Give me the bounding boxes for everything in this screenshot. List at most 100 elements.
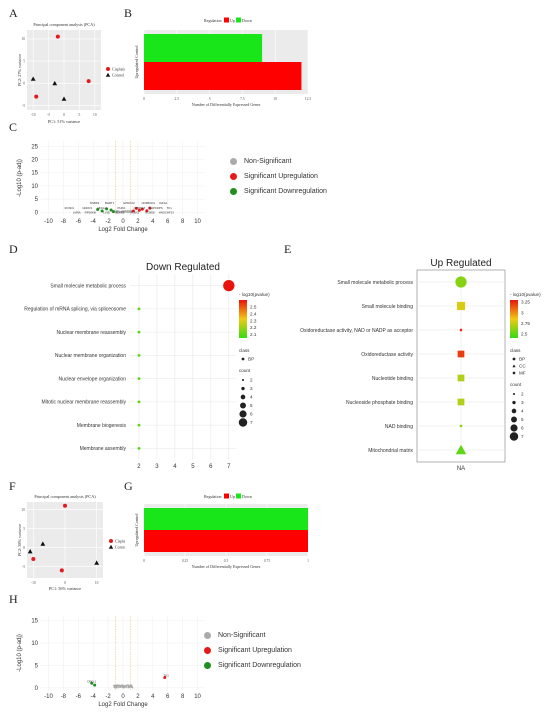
colorbar-tick: 2.5 bbox=[521, 331, 528, 336]
enrichment-dot bbox=[137, 377, 141, 381]
legend-label: Significant Downregulation bbox=[244, 188, 327, 195]
x-tick-label: 10 bbox=[194, 219, 201, 225]
gene-label: HNOCHF13 bbox=[159, 211, 175, 215]
x-tick-label: 0 bbox=[143, 97, 145, 101]
term-label: Nucleoside phosphate binding bbox=[346, 400, 413, 406]
legend-item: Significant Downregulation bbox=[204, 658, 301, 673]
gene-label: GDDC3 bbox=[82, 206, 92, 210]
point-upregulated bbox=[145, 209, 149, 213]
colorbar-tick: 2.3 bbox=[250, 318, 257, 323]
y-axis-label: Upregulated Control bbox=[134, 513, 139, 547]
legend-label: Significant Upregulation bbox=[218, 647, 292, 654]
chart-title: Principal component analysis (PCA) bbox=[33, 22, 95, 27]
x-tick-label: 8 bbox=[181, 219, 185, 225]
count-legend-marker bbox=[239, 410, 247, 418]
x-tick-label: 0 bbox=[121, 219, 125, 225]
y-tick-label: 10 bbox=[31, 641, 38, 647]
legend-title: Regulation bbox=[204, 494, 222, 499]
count-legend-label: 6 bbox=[521, 426, 524, 431]
x-tick-label: 0 bbox=[121, 694, 125, 700]
legend-item: Non-Significant bbox=[204, 628, 301, 643]
legend-label: Up bbox=[230, 18, 235, 23]
volcano-chart-c: 0 5 10 15 20 25 -10 -8 -6 -4 -2 0 2 4 6 8 10 Log2 Fold Ch… bbox=[17, 141, 205, 233]
legend-dot bbox=[204, 647, 211, 654]
x-tick-label: -5 bbox=[47, 113, 50, 117]
gene-label: LY6E bbox=[103, 211, 110, 215]
pca-point bbox=[59, 568, 64, 573]
x-tick-label: 6 bbox=[166, 219, 170, 225]
x-tick-label: -2 bbox=[105, 219, 111, 225]
volcano-legend-h: Non-Significant Significant Upregulation S… bbox=[204, 628, 301, 673]
colorbar-tick: 3.25 bbox=[521, 300, 530, 305]
term-label: Small molecule metabolic process bbox=[337, 280, 413, 286]
legend-dot bbox=[230, 173, 237, 180]
y-tick-label: 15 bbox=[31, 618, 38, 624]
y-tick-label: 0 bbox=[35, 686, 39, 692]
chart-title: Down Regulated bbox=[146, 262, 220, 273]
count-legend-marker bbox=[241, 386, 245, 391]
enrichment-dot bbox=[455, 276, 467, 288]
volcano-chart-h: 0 5 10 15 -10 -8 -6 -4 -2 0 2 4 6 8 10 Log2 Fold Change… bbox=[17, 616, 205, 708]
count-legend-label: 7 bbox=[521, 434, 524, 439]
class-legend-marker bbox=[241, 357, 245, 361]
deg-bar-chart-b: 0 2.5 5 7.5 10 12.5 Number of Differentially E… bbox=[134, 17, 311, 107]
gene-label: BHMT1 bbox=[105, 201, 115, 205]
count-legend-marker bbox=[512, 400, 516, 405]
term-label: NAD binding bbox=[385, 424, 413, 430]
y-tick-label: 5 bbox=[35, 663, 39, 669]
deg-bar-chart-g: 0 0.25 0.5 0.75 1 Number of Differentially Ex… bbox=[134, 493, 309, 569]
x-tick-label: -6 bbox=[76, 219, 82, 225]
x-tick-label: -8 bbox=[61, 219, 67, 225]
legend-label: Down bbox=[242, 494, 252, 499]
term-label: Mitotic nuclear membrane reassembly bbox=[42, 400, 127, 406]
x-tick-label: -6 bbox=[76, 694, 82, 700]
pca-point bbox=[40, 541, 46, 546]
count-legend-title: count bbox=[239, 368, 251, 373]
colorbar-tick: 2.75 bbox=[521, 321, 530, 326]
colorbar-tick: 2.4 bbox=[250, 311, 257, 316]
point-non-significant bbox=[116, 210, 118, 213]
panel-label-g: G bbox=[124, 479, 133, 493]
gene-label: MAPKDPS bbox=[149, 206, 163, 210]
count-legend-label: 3 bbox=[250, 386, 253, 391]
y-tick-label: 25 bbox=[31, 144, 38, 150]
legend-label: Significant Downregulation bbox=[218, 662, 301, 669]
x-tick-label: -2 bbox=[105, 694, 111, 700]
point-non-significant bbox=[119, 685, 122, 688]
count-legend-marker bbox=[240, 394, 246, 400]
x-tick-label: 3 bbox=[155, 464, 159, 470]
panel-label-a: A bbox=[9, 6, 18, 20]
gene-label: PLBX1 bbox=[131, 211, 140, 215]
class-legend-title: class bbox=[510, 348, 521, 353]
panel-label-h: H bbox=[9, 592, 18, 606]
legend-label: Non-Significant bbox=[218, 632, 266, 639]
pca-chart-f: -10 0 10 -5 0 5 10 Principal component analysis… bbox=[17, 494, 125, 591]
y-tick-label: 0 bbox=[23, 82, 25, 86]
x-tick-label: 10 bbox=[194, 694, 201, 700]
x-tick-label: 0 bbox=[63, 113, 65, 117]
point-downregulated bbox=[100, 209, 104, 213]
panel-label-c: C bbox=[9, 120, 18, 134]
gene-label: DFKL1 bbox=[87, 679, 96, 683]
class-legend-title: class bbox=[239, 348, 250, 353]
volcano-legend-c: Non-Significant Significant Upregulation S… bbox=[230, 154, 327, 199]
gene-label: NDGL1 bbox=[97, 206, 107, 210]
count-legend-marker bbox=[511, 416, 517, 423]
x-tick-label: 4 bbox=[173, 464, 177, 470]
gene-label: CITRDL5 bbox=[134, 206, 146, 210]
x-tick-label: 7.5 bbox=[240, 97, 245, 101]
x-tick-label: 7 bbox=[227, 464, 231, 470]
point-downregulated bbox=[96, 207, 100, 211]
y-tick-label: 0 bbox=[23, 546, 25, 550]
point-upregulated bbox=[134, 206, 138, 210]
x-tick-label: 5 bbox=[191, 464, 195, 470]
plot-frame bbox=[130, 274, 236, 460]
x-tick-label: 6 bbox=[166, 694, 170, 700]
enrichment-dot bbox=[137, 353, 141, 357]
colorbar-tick: 3 bbox=[521, 310, 524, 315]
enrichment-dot bbox=[459, 328, 463, 332]
legend-label: Non-Significant bbox=[244, 158, 292, 165]
point-non-significant bbox=[127, 686, 130, 689]
x-tick-label: -10 bbox=[44, 694, 53, 700]
enrichment-dot bbox=[459, 424, 463, 428]
